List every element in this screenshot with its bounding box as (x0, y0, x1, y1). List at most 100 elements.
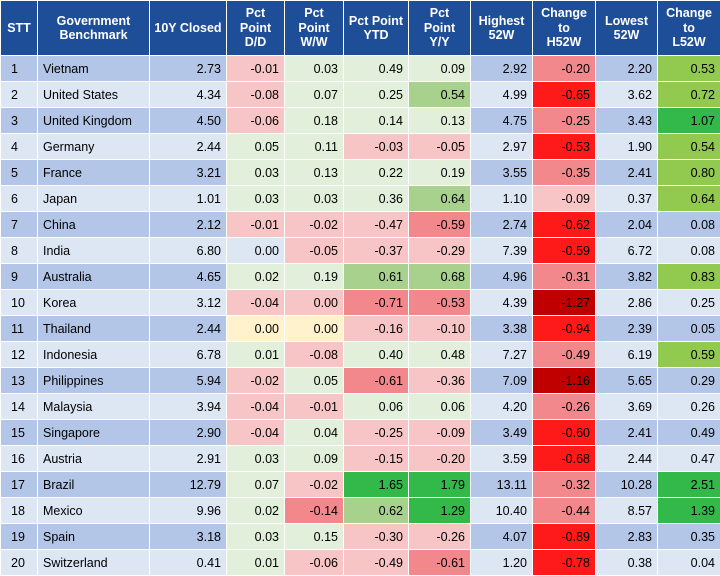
ten-year-closed-cell: 4.34 (149, 81, 227, 108)
table-row: 17 Brazil 12.79 0.07 -0.02 1.65 1.79 13.11 -0.32… (0, 471, 720, 498)
table-row: 7 China 2.12 -0.01 -0.02 -0.47 -0.59 2.74 -0.62 2… (0, 211, 720, 238)
table-row: 20 Switzerland 0.41 0.01 -0.06 -0.49 -0.61 1.20… (0, 549, 720, 576)
pct-point-ww-cell: -0.08 (284, 341, 344, 368)
header-row: STT Government Benchmark 10Y Closed Pct Poi… (0, 0, 720, 56)
stt-cell: 5 (0, 159, 38, 186)
pct-point-ww-header: Pct Point W/W (284, 0, 344, 56)
change-to-h52w-cell: -0.60 (532, 419, 596, 446)
table-row: 1 Vietnam 2.73 -0.01 0.03 0.49 0.09 2.92 -0.20 2.… (0, 55, 720, 82)
change-to-h52w-cell: -0.35 (532, 159, 596, 186)
ten-year-closed-cell: 4.50 (149, 107, 227, 134)
pct-point-yy-cell: -0.26 (408, 523, 471, 550)
pct-point-ytd-cell: -0.49 (343, 549, 409, 576)
pct-point-ytd-cell: -0.15 (343, 445, 409, 472)
country-cell: Austria (37, 445, 150, 472)
pct-point-ww-cell: 0.00 (284, 315, 344, 342)
stt-cell: 16 (0, 445, 38, 472)
ten-year-closed-cell: 2.90 (149, 419, 227, 446)
highest-52w-header: Highest 52W (470, 0, 533, 56)
pct-point-yy-cell: -0.61 (408, 549, 471, 576)
pct-point-ww-cell: -0.05 (284, 237, 344, 264)
change-to-h52w-cell: -0.59 (532, 237, 596, 264)
pct-point-yy-cell: -0.53 (408, 289, 471, 316)
change-to-h52w-cell: -1.27 (532, 289, 596, 316)
stt-cell: 15 (0, 419, 38, 446)
change-to-l52w-cell: 0.80 (657, 159, 720, 186)
pct-point-ytd-cell: 0.61 (343, 263, 409, 290)
change-to-l52w-cell: 0.53 (657, 55, 720, 82)
highest-52w-cell: 1.10 (470, 185, 533, 212)
stt-cell: 3 (0, 107, 38, 134)
pct-point-ytd-cell: -0.47 (343, 211, 409, 238)
pct-point-ww-cell: 0.00 (284, 289, 344, 316)
change-to-h52w-cell: -0.25 (532, 107, 596, 134)
change-to-l52w-cell: 0.54 (657, 133, 720, 160)
country-cell: Australia (37, 263, 150, 290)
pct-point-dd-cell: 0.03 (226, 185, 285, 212)
country-cell: Spain (37, 523, 150, 550)
pct-point-ytd-cell: 1.65 (343, 471, 409, 498)
pct-point-dd-cell: 0.03 (226, 159, 285, 186)
lowest-52w-cell: 2.83 (595, 523, 658, 550)
change-to-l52w-cell: 0.25 (657, 289, 720, 316)
pct-point-ytd-cell: -0.30 (343, 523, 409, 550)
table-body: 1 Vietnam 2.73 -0.01 0.03 0.49 0.09 2.92 -0.20 2.… (0, 55, 720, 576)
table-row: 5 France 3.21 0.03 0.13 0.22 0.19 3.55 -0.35 2.41… (0, 159, 720, 186)
lowest-52w-cell: 2.04 (595, 211, 658, 238)
highest-52w-cell: 2.92 (470, 55, 533, 82)
change-to-l52w-cell: 2.51 (657, 471, 720, 498)
pct-point-dd-cell: -0.04 (226, 393, 285, 420)
change-to-l52w-cell: 0.47 (657, 445, 720, 472)
pct-point-yy-cell: -0.05 (408, 133, 471, 160)
pct-point-ww-cell: 0.05 (284, 367, 344, 394)
table-row: 18 Mexico 9.96 0.02 -0.14 0.62 1.29 10.40 -0.44 8… (0, 497, 720, 524)
table-row: 11 Thailand 2.44 0.00 0.00 -0.16 -0.10 3.38 -0.9… (0, 315, 720, 342)
highest-52w-cell: 4.07 (470, 523, 533, 550)
country-cell: Vietnam (37, 55, 150, 82)
pct-point-dd-cell: -0.01 (226, 211, 285, 238)
highest-52w-cell: 1.20 (470, 549, 533, 576)
table-row: 15 Singapore 2.90 -0.04 0.04 -0.25 -0.09 3.49 -0… (0, 419, 720, 446)
pct-point-dd-cell: 0.05 (226, 133, 285, 160)
change-to-h52w-cell: -0.49 (532, 341, 596, 368)
ten-year-closed-cell: 0.41 (149, 549, 227, 576)
country-cell: Singapore (37, 419, 150, 446)
lowest-52w-cell: 1.90 (595, 133, 658, 160)
table-row: 3 United Kingdom 4.50 -0.06 0.18 0.14 0.13 4.75… (0, 107, 720, 134)
highest-52w-cell: 7.27 (470, 341, 533, 368)
lowest-52w-cell: 10.28 (595, 471, 658, 498)
change-to-h52w-cell: -0.32 (532, 471, 596, 498)
pct-point-dd-cell: 0.03 (226, 523, 285, 550)
stt-cell: 7 (0, 211, 38, 238)
country-cell: Mexico (37, 497, 150, 524)
pct-point-ww-cell: 0.18 (284, 107, 344, 134)
pct-point-yy-cell: -0.29 (408, 237, 471, 264)
table-row: 12 Indonesia 6.78 0.01 -0.08 0.40 0.48 7.27 -0.4… (0, 341, 720, 368)
pct-point-ww-cell: -0.02 (284, 471, 344, 498)
lowest-52w-cell: 2.41 (595, 419, 658, 446)
pct-point-yy-cell: 0.09 (408, 55, 471, 82)
pct-point-dd-cell: 0.01 (226, 549, 285, 576)
pct-point-yy-cell: 0.68 (408, 263, 471, 290)
highest-52w-cell: 3.38 (470, 315, 533, 342)
pct-point-yy-cell: -0.10 (408, 315, 471, 342)
lowest-52w-cell: 6.19 (595, 341, 658, 368)
pct-point-ww-cell: 0.09 (284, 445, 344, 472)
lowest-52w-cell: 3.43 (595, 107, 658, 134)
lowest-52w-cell: 3.82 (595, 263, 658, 290)
ten-year-closed-cell: 3.94 (149, 393, 227, 420)
ten-year-closed-cell: 2.44 (149, 315, 227, 342)
pct-point-dd-cell: -0.04 (226, 419, 285, 446)
stt-cell: 10 (0, 289, 38, 316)
country-cell: Korea (37, 289, 150, 316)
ten-year-closed-cell: 9.96 (149, 497, 227, 524)
highest-52w-cell: 4.20 (470, 393, 533, 420)
ten-year-closed-cell: 6.78 (149, 341, 227, 368)
change-to-h52w-cell: -0.26 (532, 393, 596, 420)
stt-cell: 13 (0, 367, 38, 394)
pct-point-yy-cell: 0.64 (408, 185, 471, 212)
change-to-l52w-cell: 0.29 (657, 367, 720, 394)
pct-point-ww-cell: -0.14 (284, 497, 344, 524)
pct-point-dd-cell: -0.08 (226, 81, 285, 108)
pct-point-ww-cell: 0.15 (284, 523, 344, 550)
